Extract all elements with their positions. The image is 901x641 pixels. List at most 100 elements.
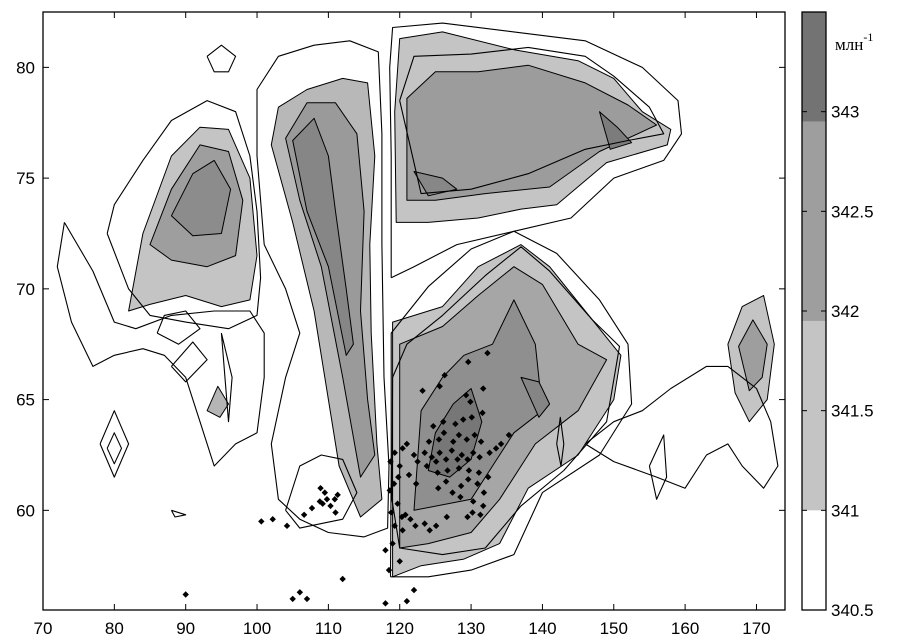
colorbar-unit-label: млн-1 xyxy=(835,30,873,54)
observation-point xyxy=(444,467,451,474)
observation-point xyxy=(396,558,403,565)
observation-point xyxy=(323,496,331,503)
observation-point xyxy=(387,509,395,516)
observation-point xyxy=(389,540,396,547)
observation-point xyxy=(399,445,406,452)
observation-point xyxy=(470,498,477,505)
observation-point xyxy=(321,489,329,496)
observation-point xyxy=(410,451,418,459)
x-tick-label: 80 xyxy=(105,619,124,638)
observation-point xyxy=(475,469,483,476)
observation-point xyxy=(334,491,341,499)
observation-point xyxy=(317,484,324,492)
observation-point xyxy=(470,449,477,456)
colorbar-tick-label: 340.5 xyxy=(831,601,874,620)
observation-point xyxy=(441,372,448,379)
observation-point xyxy=(462,391,470,399)
x-tick-label: 160 xyxy=(671,619,699,638)
observation-point xyxy=(421,520,428,527)
colorbar-tick-label: 341.5 xyxy=(831,402,874,421)
observation-point xyxy=(497,440,505,448)
contour-line-12 xyxy=(556,416,565,467)
contour-line-5 xyxy=(584,365,779,489)
contour-line-0 xyxy=(56,222,265,467)
observation-point xyxy=(390,480,398,487)
observation-point xyxy=(391,449,398,456)
observation-point xyxy=(432,522,440,530)
x-tick-label: 130 xyxy=(457,619,485,638)
x-tick-label: 120 xyxy=(386,619,414,638)
contour-line-11 xyxy=(170,509,187,518)
observation-point xyxy=(430,422,437,430)
observation-point xyxy=(386,487,393,494)
contour-line-3 xyxy=(389,22,683,279)
observation-point xyxy=(300,511,308,518)
contour-line-6 xyxy=(99,410,130,478)
observation-point xyxy=(410,586,418,594)
observation-point xyxy=(385,566,393,574)
observation-point xyxy=(440,429,448,437)
contour-fill-lena-ridge-6 xyxy=(292,117,354,356)
observation-point xyxy=(395,473,402,481)
contour-line-17 xyxy=(285,454,358,529)
plot-area: 70 80 90 100 110 120 130 140 150 160 170 60 65 70 75 8… xyxy=(16,11,786,638)
observation-point xyxy=(480,502,487,510)
observation-point xyxy=(308,504,316,512)
colorbar-unit-exponent: -1 xyxy=(863,30,873,44)
observation-point xyxy=(474,480,481,487)
colorbar-band-0 xyxy=(802,510,826,610)
observation-point xyxy=(296,589,304,596)
observation-point xyxy=(435,436,443,443)
colorbar-band-3 xyxy=(802,12,826,122)
observation-point xyxy=(407,515,414,523)
observation-point xyxy=(423,462,431,470)
observation-point xyxy=(442,478,450,485)
y-tick-label: 80 xyxy=(16,58,35,77)
observation-point xyxy=(399,527,406,534)
observation-point xyxy=(403,440,411,448)
observation-point xyxy=(405,471,413,479)
contour-line-9 xyxy=(170,341,208,383)
observation-point xyxy=(182,591,189,598)
x-tick-label: 140 xyxy=(528,619,556,638)
contour-line-15 xyxy=(399,46,665,195)
observation-point xyxy=(432,458,440,465)
observation-point xyxy=(402,511,409,518)
observation-point xyxy=(425,438,433,445)
observation-point xyxy=(479,409,486,417)
observation-point xyxy=(454,456,461,463)
colorbar-tick-label: 341 xyxy=(831,501,859,520)
observation-point xyxy=(463,436,470,443)
observation-point xyxy=(485,473,492,481)
observation-point xyxy=(382,547,389,554)
colorbar-tick-label: 342.5 xyxy=(831,202,874,221)
contour-line-14 xyxy=(206,44,237,73)
observation-point xyxy=(442,456,450,463)
y-tick-label: 70 xyxy=(16,280,35,299)
observation-point xyxy=(258,518,265,525)
observation-point xyxy=(394,500,401,507)
observation-point xyxy=(269,515,276,523)
observation-point xyxy=(460,416,467,423)
contour-line-8 xyxy=(156,310,201,345)
x-tick-label: 90 xyxy=(176,619,195,638)
observation-point xyxy=(467,398,474,406)
contour-line-7 xyxy=(106,432,123,465)
contour-fill-west-high-2 xyxy=(170,159,232,237)
contour-fill-east-blob-17 xyxy=(738,319,768,392)
observation-point xyxy=(455,431,463,439)
observation-point xyxy=(465,358,472,366)
y-tick-label: 65 xyxy=(16,391,35,410)
observation-point xyxy=(480,489,488,496)
observation-point xyxy=(448,447,456,454)
y-tick-label: 60 xyxy=(16,501,35,520)
observation-point xyxy=(289,595,296,603)
colorbar-band-2 xyxy=(802,121,826,321)
observation-point xyxy=(428,453,436,461)
observation-point xyxy=(396,462,403,470)
contour-fill-north-east-spot-9 xyxy=(599,111,633,150)
observation-point xyxy=(464,456,471,463)
observation-point xyxy=(450,438,457,445)
observation-point xyxy=(457,482,465,490)
